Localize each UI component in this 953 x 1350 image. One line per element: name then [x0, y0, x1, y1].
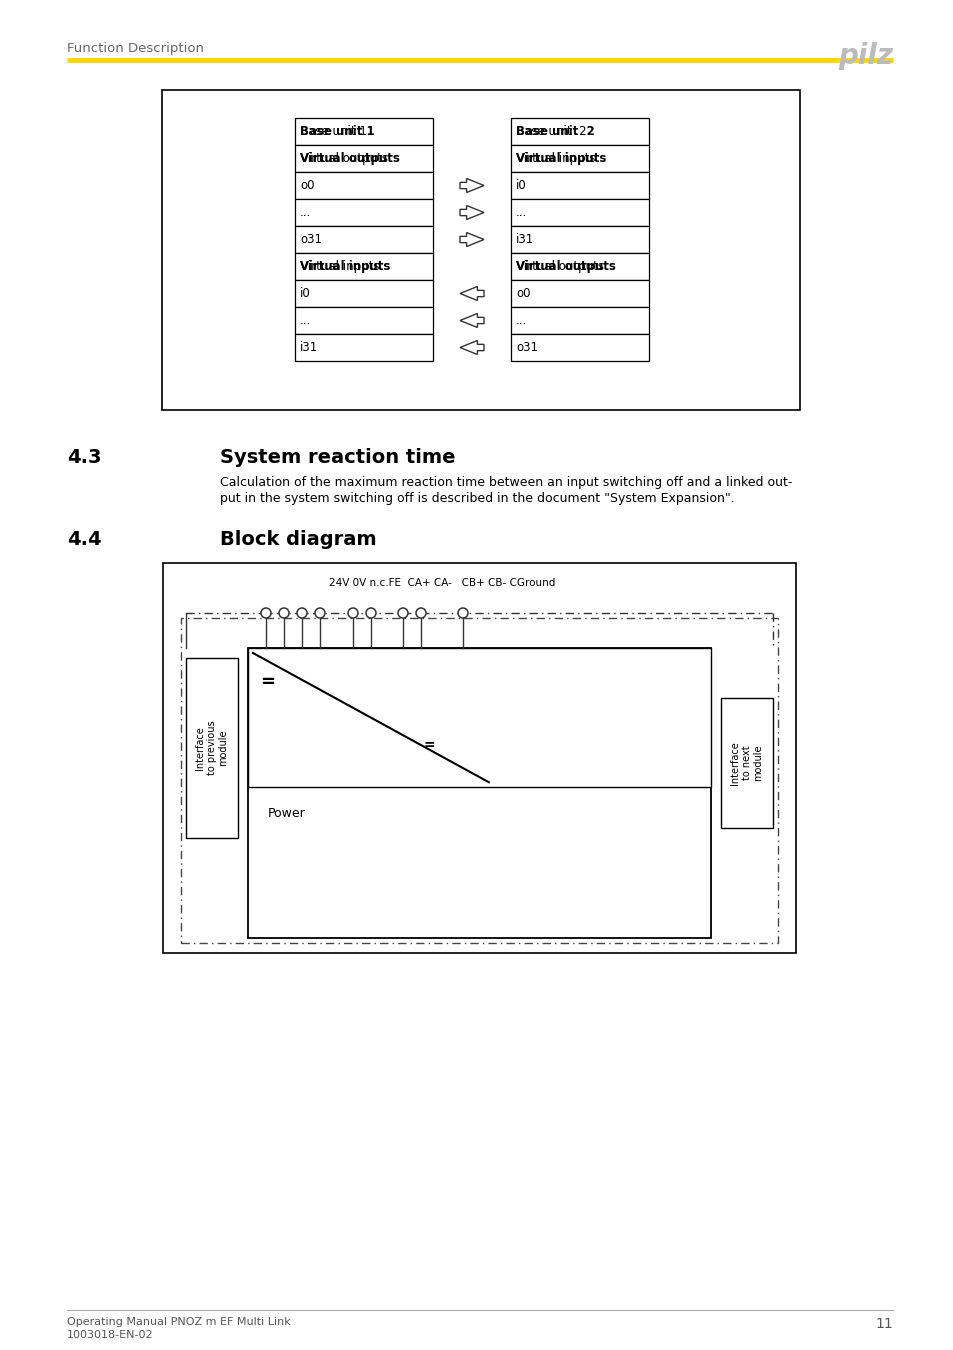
- Bar: [163, 563, 795, 953]
- Bar: [511, 333, 648, 360]
- Text: ...: ...: [299, 207, 311, 219]
- Bar: [511, 306, 648, 333]
- Text: Function Description: Function Description: [67, 42, 204, 55]
- Bar: [720, 698, 772, 828]
- Text: ...: ...: [516, 315, 527, 327]
- Text: Calculation of the maximum reaction time between an input switching off and a li: Calculation of the maximum reaction time…: [220, 477, 792, 489]
- Polygon shape: [459, 286, 483, 301]
- Text: Virtual inputs: Virtual inputs: [516, 153, 606, 165]
- Polygon shape: [459, 205, 483, 220]
- Bar: [294, 252, 433, 279]
- Text: o31: o31: [299, 234, 322, 246]
- Text: o0: o0: [516, 288, 530, 300]
- Text: Virtual inputs: Virtual inputs: [299, 261, 379, 273]
- Bar: [294, 171, 433, 198]
- Text: 11: 11: [874, 1318, 892, 1331]
- Bar: [294, 117, 433, 144]
- Text: Virtual inputs: Virtual inputs: [516, 153, 595, 165]
- Text: Virtual inputs: Virtual inputs: [299, 261, 390, 273]
- Text: ...: ...: [516, 207, 527, 219]
- Text: pilz: pilz: [837, 42, 892, 70]
- Polygon shape: [459, 313, 483, 328]
- Text: i31: i31: [299, 342, 318, 354]
- Bar: [294, 225, 433, 252]
- Bar: [248, 648, 710, 938]
- Bar: [511, 171, 648, 198]
- Bar: [511, 279, 648, 306]
- Bar: [511, 225, 648, 252]
- Circle shape: [348, 608, 357, 618]
- Circle shape: [416, 608, 426, 618]
- Circle shape: [457, 608, 468, 618]
- Text: =: =: [423, 738, 436, 752]
- Text: 24V 0V n.c.FE  CA+ CA-   CB+ CB- CGround: 24V 0V n.c.FE CA+ CA- CB+ CB- CGround: [329, 578, 555, 589]
- Text: Block diagram: Block diagram: [220, 531, 376, 549]
- Text: i0: i0: [516, 180, 526, 192]
- Text: i31: i31: [516, 234, 534, 246]
- Polygon shape: [459, 340, 483, 355]
- Circle shape: [314, 608, 325, 618]
- Circle shape: [296, 608, 307, 618]
- Polygon shape: [459, 178, 483, 193]
- Bar: [294, 144, 433, 171]
- Circle shape: [366, 608, 375, 618]
- Text: Operating Manual PNOZ m EF Multi Link: Operating Manual PNOZ m EF Multi Link: [67, 1318, 291, 1327]
- Text: Power: Power: [268, 807, 305, 821]
- Text: Interface
to next
module: Interface to next module: [730, 741, 762, 784]
- Text: 1003018-EN-02: 1003018-EN-02: [67, 1330, 153, 1341]
- Bar: [248, 648, 710, 787]
- Bar: [294, 279, 433, 306]
- Text: o0: o0: [299, 180, 314, 192]
- Bar: [511, 198, 648, 225]
- Bar: [294, 333, 433, 360]
- Text: Virtual outputs: Virtual outputs: [516, 261, 616, 273]
- Text: Virtual outputs: Virtual outputs: [516, 261, 603, 273]
- Bar: [294, 198, 433, 225]
- Circle shape: [261, 608, 271, 618]
- Text: Virtual outputs: Virtual outputs: [299, 153, 388, 165]
- Text: put in the system switching off is described in the document "System Expansion".: put in the system switching off is descr…: [220, 491, 734, 505]
- Polygon shape: [459, 232, 483, 247]
- Bar: [511, 117, 648, 144]
- Bar: [186, 657, 237, 838]
- Text: o31: o31: [516, 342, 537, 354]
- Text: Base unit  2: Base unit 2: [516, 126, 586, 138]
- Circle shape: [278, 608, 289, 618]
- Text: Base unit 1: Base unit 1: [299, 126, 367, 138]
- Text: 4.3: 4.3: [67, 448, 101, 467]
- Text: =: =: [260, 674, 274, 691]
- Text: System reaction time: System reaction time: [220, 448, 455, 467]
- Bar: [162, 90, 800, 410]
- Text: 4.4: 4.4: [67, 531, 102, 549]
- Text: Virtual outputs: Virtual outputs: [299, 153, 399, 165]
- Text: Base unit 1: Base unit 1: [299, 126, 375, 138]
- Bar: [511, 144, 648, 171]
- Text: Interface
to previous
module: Interface to previous module: [195, 721, 229, 775]
- Bar: [294, 306, 433, 333]
- Text: ...: ...: [299, 315, 311, 327]
- Text: Base unit  2: Base unit 2: [516, 126, 594, 138]
- Circle shape: [397, 608, 408, 618]
- Bar: [511, 252, 648, 279]
- Bar: [181, 618, 778, 944]
- Text: i0: i0: [299, 288, 311, 300]
